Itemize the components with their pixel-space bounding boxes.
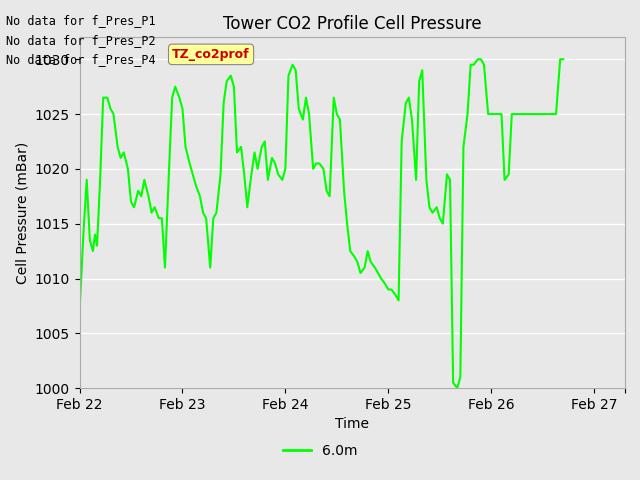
X-axis label: Time: Time bbox=[335, 418, 369, 432]
Text: No data for f_Pres_P1: No data for f_Pres_P1 bbox=[6, 14, 156, 27]
Text: TZ_co2prof: TZ_co2prof bbox=[172, 48, 250, 61]
Title: Tower CO2 Profile Cell Pressure: Tower CO2 Profile Cell Pressure bbox=[223, 15, 481, 33]
Text: No data for f_Pres_P2: No data for f_Pres_P2 bbox=[6, 34, 156, 47]
Text: No data for f_Pres_P4: No data for f_Pres_P4 bbox=[6, 53, 156, 66]
Legend: 6.0m: 6.0m bbox=[277, 438, 363, 464]
Y-axis label: Cell Pressure (mBar): Cell Pressure (mBar) bbox=[15, 142, 29, 284]
